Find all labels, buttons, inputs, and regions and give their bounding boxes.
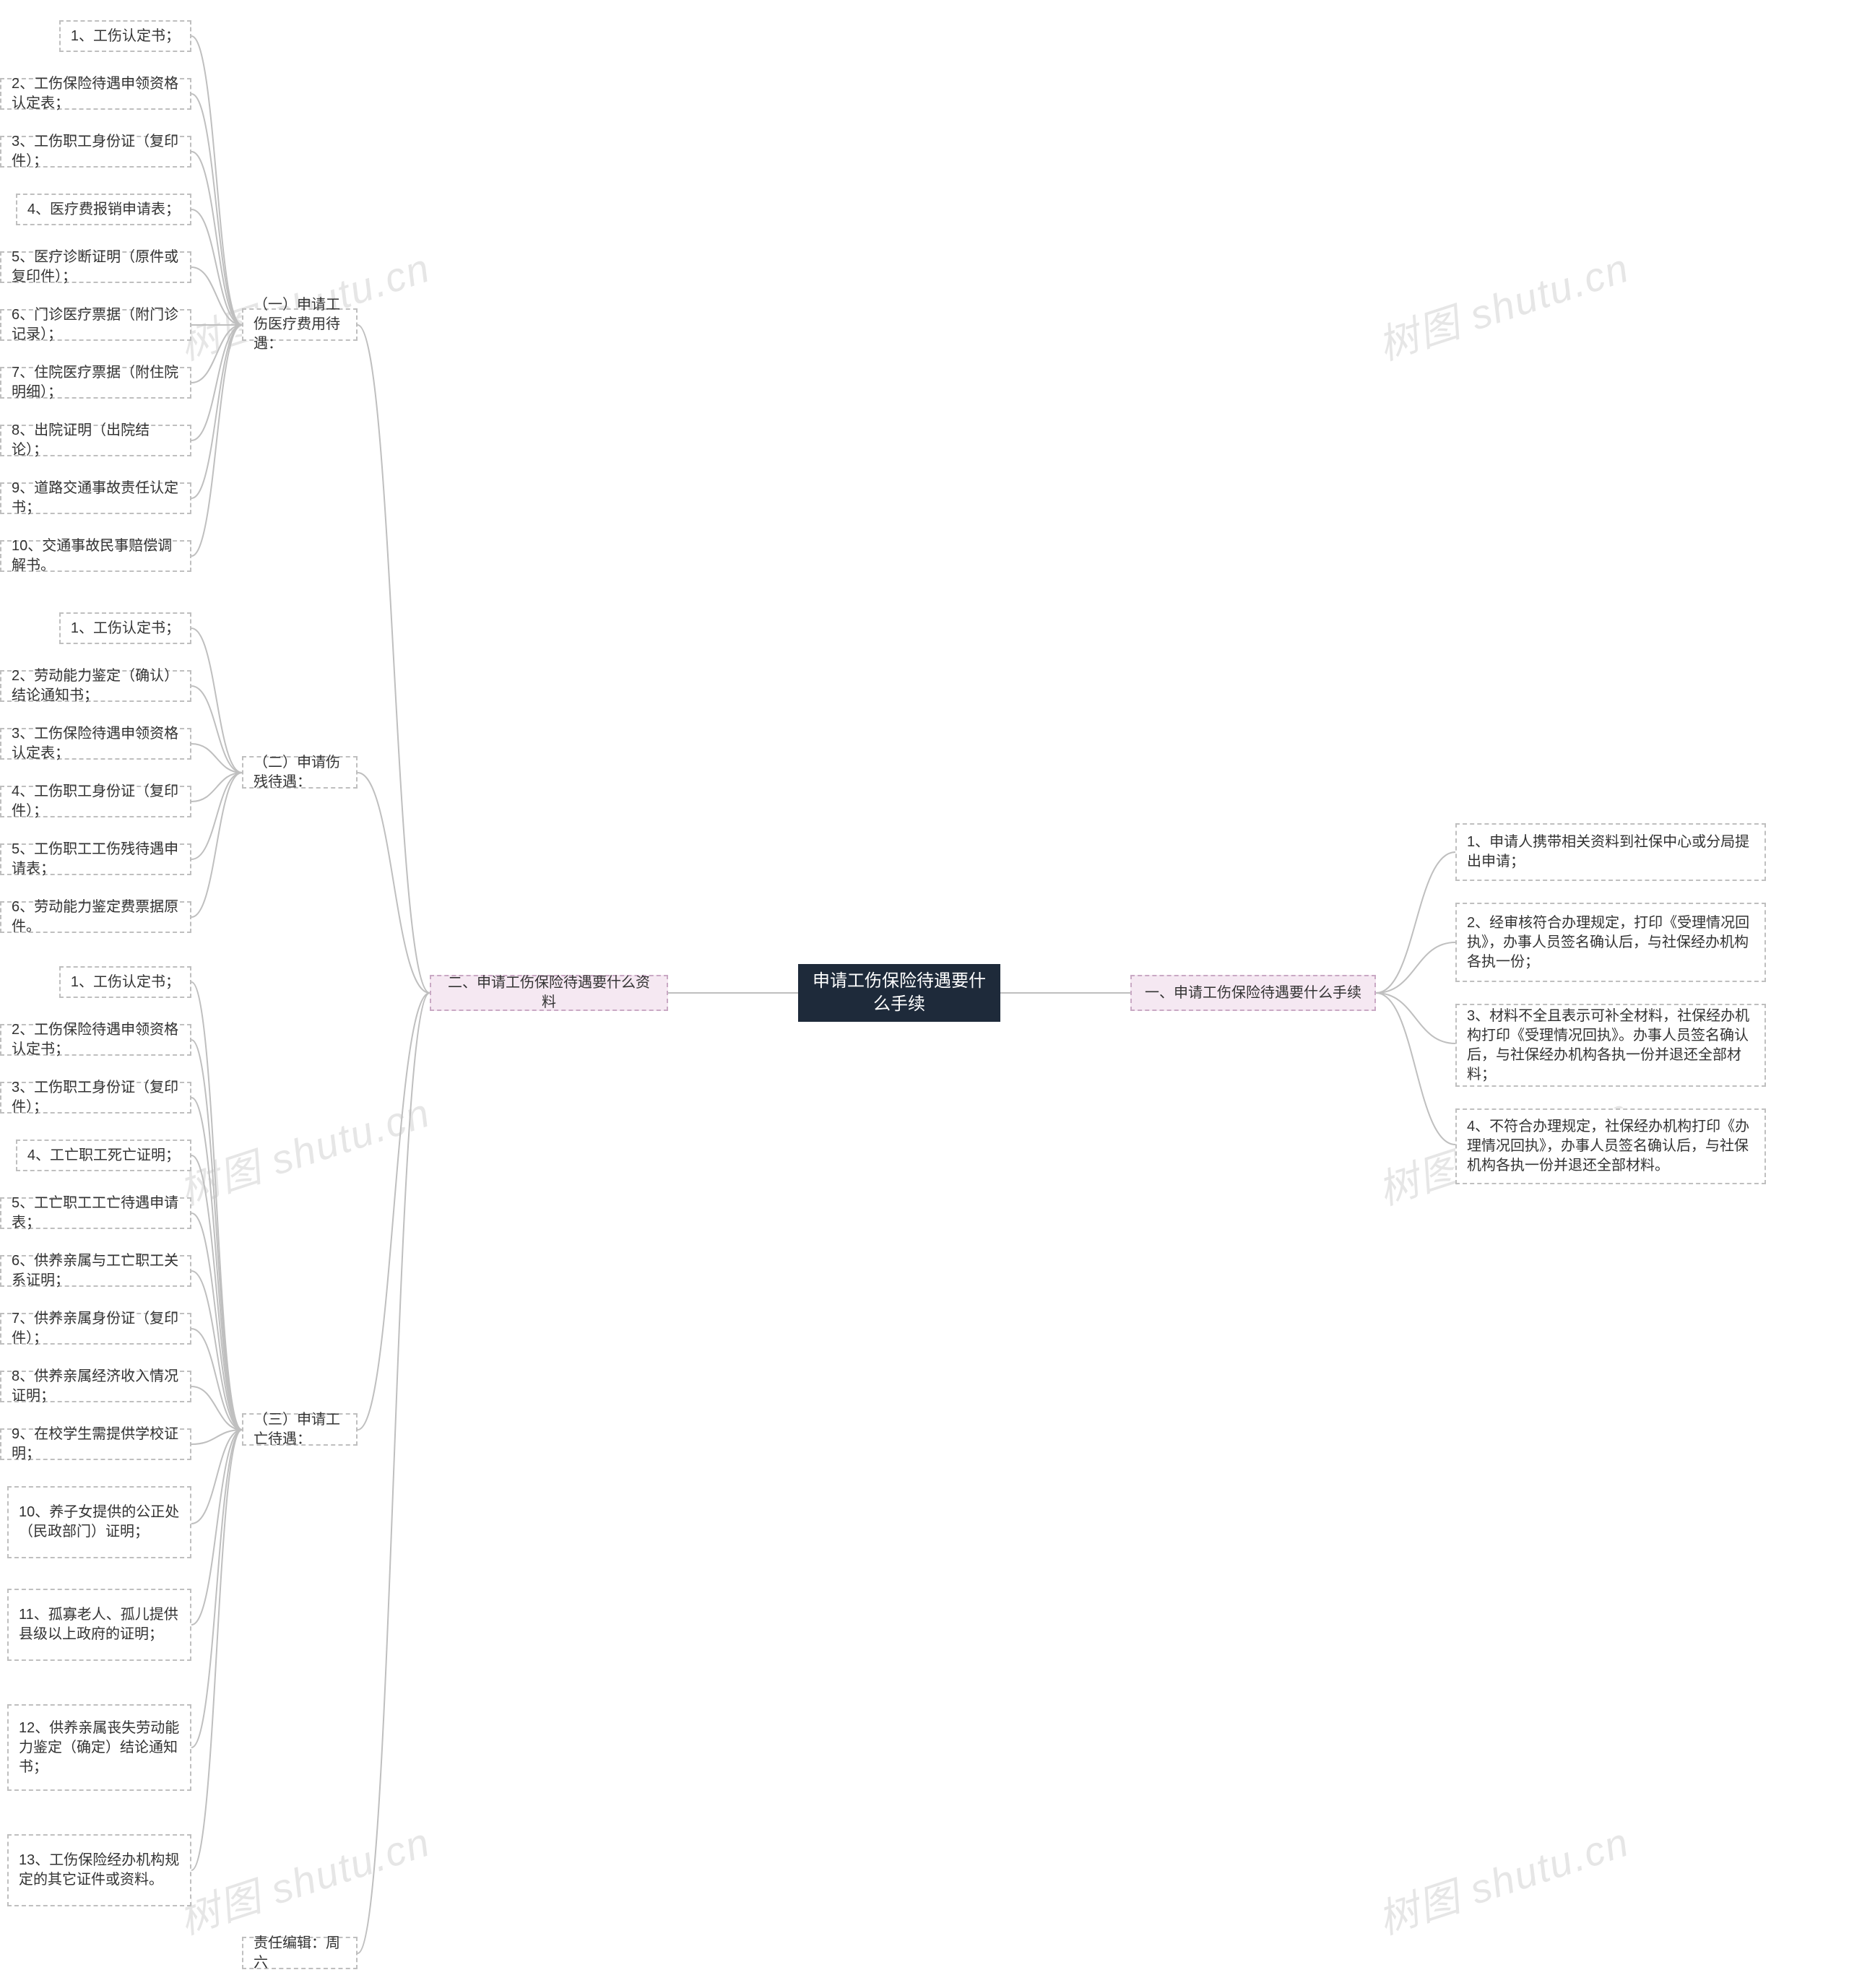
leaf-s3l10[interactable]: 10、养子女提供的公正处（民政部门）证明； [7,1486,191,1558]
leaf-s3l4[interactable]: 4、工亡职工死亡证明； [16,1140,191,1171]
leaf-s2l4[interactable]: 4、工伤职工身份证（复印件）； [0,786,191,817]
sub-s4[interactable]: 责任编辑：周六 [242,1937,358,1969]
watermark: 树图 shutu.cn [170,1080,437,1217]
leaf-s1l2[interactable]: 2、工伤保险待遇申领资格认定表； [0,78,191,110]
leaf-s3l12[interactable]: 12、供养亲属丧失劳动能力鉴定（确定）结论通知书； [7,1704,191,1791]
leaf-s3l11[interactable]: 11、孤寡老人、孤儿提供县级以上政府的证明； [7,1589,191,1661]
leaf-s1l1[interactable]: 1、工伤认定书； [59,20,191,52]
watermark: 树图 shutu.cn [1369,1810,1636,1946]
leaf-s1l7[interactable]: 7、住院医疗票据（附住院明细）； [0,367,191,399]
leaf-s3l13[interactable]: 13、工伤保险经办机构规定的其它证件或资料。 [7,1834,191,1906]
root-node[interactable]: 申请工伤保险待遇要什么手续 [798,964,1000,1022]
leaf-s2l2[interactable]: 2、劳动能力鉴定（确认）结论通知书； [0,670,191,702]
watermark: 树图 shutu.cn [1369,235,1636,372]
leaf-s1l6[interactable]: 6、门诊医疗票据（附门诊记录）； [0,309,191,341]
leaf-s1l5[interactable]: 5、医疗诊断证明（原件或复印件）； [0,251,191,283]
leaf-s3l7[interactable]: 7、供养亲属身份证（复印件）； [0,1313,191,1345]
sub-s3[interactable]: （三）申请工亡待遇： [242,1413,358,1446]
branch-right[interactable]: 一、申请工伤保险待遇要什么手续 [1130,975,1376,1011]
leaf-s2l5[interactable]: 5、工伤职工工伤残待遇申请表； [0,843,191,875]
leaf-s3l1[interactable]: 1、工伤认定书； [59,966,191,998]
leaf-s1l3[interactable]: 3、工伤职工身份证（复印件）； [0,136,191,168]
leaf-s1l10[interactable]: 10、交通事故民事赔偿调解书。 [0,540,191,572]
leaf-s3l9[interactable]: 9、在校学生需提供学校证明； [0,1428,191,1460]
sub-s1[interactable]: （一）申请工伤医疗费用待遇： [242,308,358,341]
leaf-s2l6[interactable]: 6、劳动能力鉴定费票据原件。 [0,901,191,933]
leaf-r2[interactable]: 2、经审核符合办理规定，打印《受理情况回执》，办事人员签名确认后，与社保经办机构… [1455,903,1766,982]
sub-s2[interactable]: （二）申请伤残待遇： [242,756,358,789]
leaf-s3l2[interactable]: 2、工伤保险待遇申领资格认定书； [0,1024,191,1056]
leaf-r3[interactable]: 3、材料不全且表示可补全材料，社保经办机构打印《受理情况回执》。办事人员签名确认… [1455,1004,1766,1087]
watermark: 树图 shutu.cn [170,1810,437,1946]
leaf-s2l3[interactable]: 3、工伤保险待遇申领资格认定表； [0,728,191,760]
leaf-s3l8[interactable]: 8、供养亲属经济收入情况证明； [0,1371,191,1402]
leaf-s3l3[interactable]: 3、工伤职工身份证（复印件）； [0,1082,191,1114]
leaf-s1l9[interactable]: 9、道路交通事故责任认定书； [0,482,191,514]
leaf-s1l8[interactable]: 8、出院证明（出院结论）； [0,425,191,456]
leaf-r4[interactable]: 4、不符合办理规定，社保经办机构打印《办理情况回执》，办事人员签名确认后，与社保… [1455,1108,1766,1184]
leaf-r1[interactable]: 1、申请人携带相关资料到社保中心或分局提出申请； [1455,823,1766,881]
leaf-s2l1[interactable]: 1、工伤认定书； [59,612,191,644]
leaf-s1l4[interactable]: 4、医疗费报销申请表； [16,194,191,225]
leaf-s3l6[interactable]: 6、供养亲属与工亡职工关系证明； [0,1255,191,1287]
mindmap-canvas: 树图 shutu.cn 树图 shutu.cn 树图 shutu.cn 树图 s… [0,0,1849,1988]
branch-left[interactable]: 二、申请工伤保险待遇要什么资料 [430,975,668,1011]
leaf-s3l5[interactable]: 5、工亡职工工亡待遇申请表； [0,1197,191,1229]
